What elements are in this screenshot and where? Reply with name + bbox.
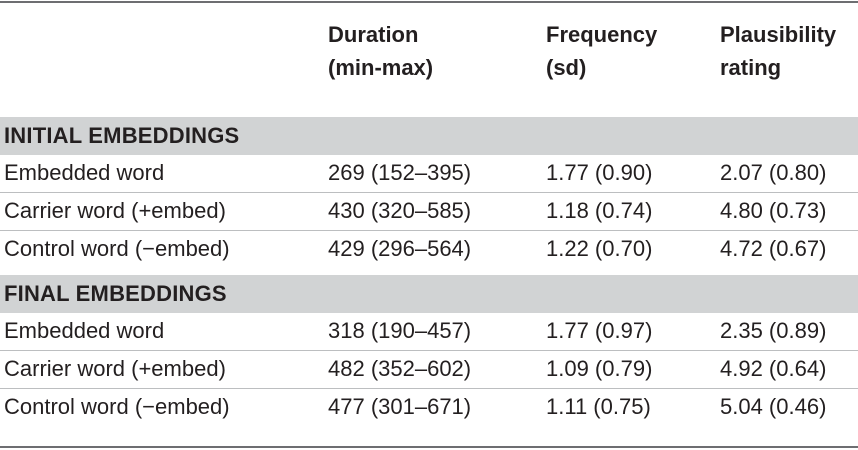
table-row: Embedded word 318 (190–457) 1.77 (0.97) … xyxy=(0,313,858,351)
section-header-final: FINAL EMBEDDINGS xyxy=(0,275,858,313)
duration-cell: 482 (352–602) xyxy=(328,356,472,381)
section-title: FINAL EMBEDDINGS xyxy=(4,281,227,306)
table-row: Carrier word (+embed) 482 (352–602) 1.09… xyxy=(0,351,858,389)
row-label: Carrier word (+embed) xyxy=(4,198,226,223)
frequency-cell: 1.18 (0.74) xyxy=(546,198,653,223)
column-header-duration-line2: (min-max) xyxy=(328,55,434,80)
frequency-cell: 1.77 (0.97) xyxy=(546,318,653,343)
duration-cell: 477 (301–671) xyxy=(328,394,472,419)
plausibility-cell: 4.80 (0.73) xyxy=(720,198,827,223)
frequency-cell: 1.11 (0.75) xyxy=(546,394,651,419)
table-row: Control word (−embed) 429 (296–564) 1.22… xyxy=(0,231,858,269)
plausibility-cell: 4.72 (0.67) xyxy=(720,236,827,261)
duration-cell: 318 (190–457) xyxy=(328,318,472,343)
row-label: Control word (−embed) xyxy=(4,236,230,261)
table-bottom-rule xyxy=(0,446,858,448)
table-row: Embedded word 269 (152–395) 1.77 (0.90) … xyxy=(0,155,858,193)
table-top-rule xyxy=(0,1,858,3)
column-header-plausibility-line2: rating xyxy=(720,55,782,80)
duration-cell: 269 (152–395) xyxy=(328,160,472,185)
column-header-duration-line1: Duration xyxy=(328,22,419,47)
column-header-plausibility: Plausibility rating xyxy=(720,18,836,84)
section-header-initial: INITIAL EMBEDDINGS xyxy=(0,117,858,155)
column-header-frequency-line1: Frequency xyxy=(546,22,658,47)
column-header-frequency-line2: (sd) xyxy=(546,55,587,80)
frequency-cell: 1.22 (0.70) xyxy=(546,236,653,261)
duration-cell: 429 (296–564) xyxy=(328,236,472,261)
row-label: Embedded word xyxy=(4,318,165,343)
table-row: Control word (−embed) 477 (301–671) 1.11… xyxy=(0,389,858,427)
row-label: Control word (−embed) xyxy=(4,394,230,419)
column-header-plausibility-line1: Plausibility xyxy=(720,22,837,47)
table-header-row: Duration (min-max) Frequency (sd) Plausi… xyxy=(0,3,858,117)
frequency-cell: 1.09 (0.79) xyxy=(546,356,653,381)
plausibility-cell: 2.35 (0.89) xyxy=(720,318,827,343)
plausibility-cell: 4.92 (0.64) xyxy=(720,356,827,381)
plausibility-cell: 5.04 (0.46) xyxy=(720,394,827,419)
duration-cell: 430 (320–585) xyxy=(328,198,472,223)
table-row: Carrier word (+embed) 430 (320–585) 1.18… xyxy=(0,193,858,231)
column-header-frequency: Frequency (sd) xyxy=(546,18,657,84)
row-label: Embedded word xyxy=(4,160,165,185)
frequency-cell: 1.77 (0.90) xyxy=(546,160,653,185)
column-header-duration: Duration (min-max) xyxy=(328,18,433,84)
row-label: Carrier word (+embed) xyxy=(4,356,226,381)
section-title: INITIAL EMBEDDINGS xyxy=(4,123,240,148)
plausibility-cell: 2.07 (0.80) xyxy=(720,160,827,185)
